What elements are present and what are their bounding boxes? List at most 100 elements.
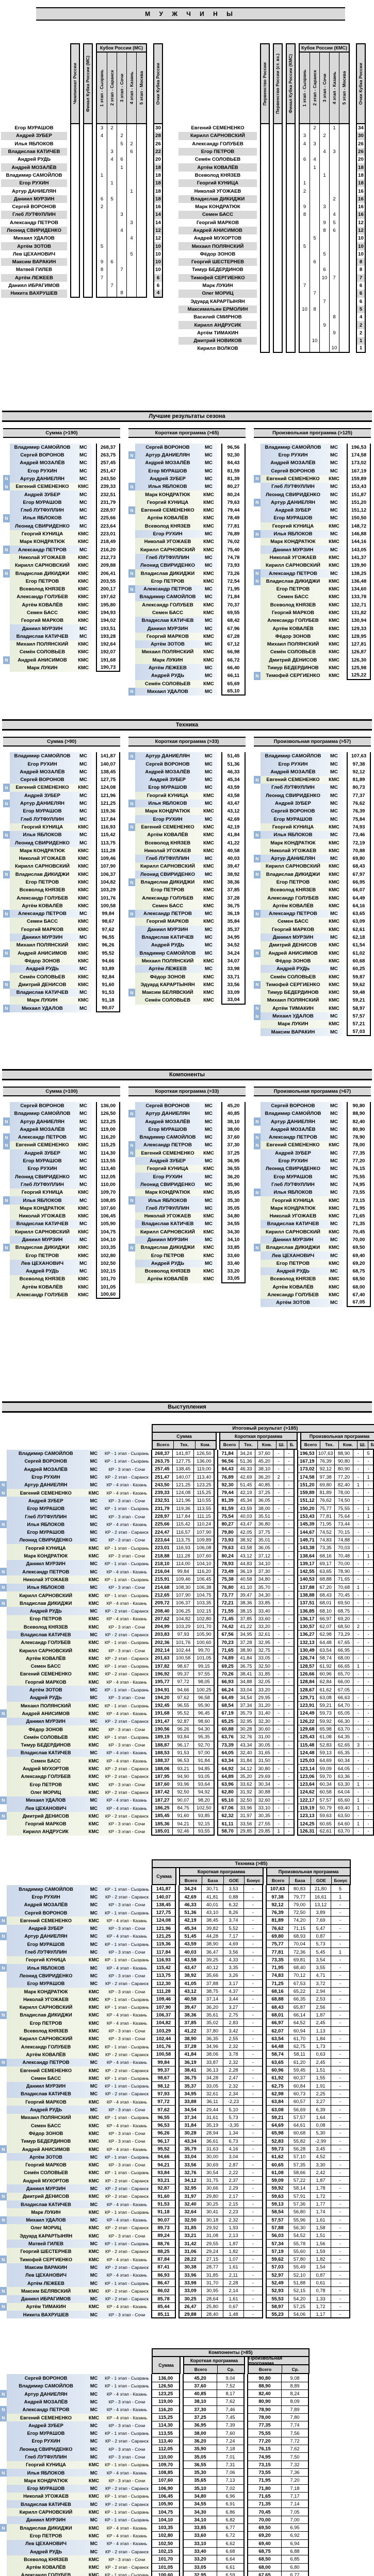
new-skater-badge [0,1741,7,1749]
skater-name: Владимир САМОЙЛОВ [19,1886,73,1892]
value-cell: 145,39 [297,1520,317,1529]
value-cell: - [363,1820,374,1828]
value-cell: 71,45 [217,1615,237,1623]
value-cell: 59,21 [266,2113,288,2122]
stage-place-cell [117,179,126,188]
stage-place-cell: 5 [329,218,339,227]
performance-row: Фёдор ЗОНОВ КМС КР - 3 этап - Сочи 96,26 30,… [0,2129,374,2138]
score-cell: 40,58 [221,846,246,855]
skater-category: МС [330,444,338,450]
skater-name: Марк КОНДРАТЮК [20,848,65,854]
skater-info: Владислав ДИКИДЖИ КМС [261,577,343,585]
value-cell: 60,96 [266,2066,288,2075]
value-cell: 6,59 [217,2571,245,2576]
skater-name: Андрей АНИСИМОВ [22,2146,70,2152]
ranking-row: Георгий КУНИЦА КМС 79,63 [128,498,246,506]
new-skater-badge: N [254,1133,261,1142]
skater-name: Никита ВАХРУШЕВ [23,2312,69,2317]
value-cell: 104,75 [193,1591,215,1600]
skater-name: Артур ДАНИЕЛЯН [145,753,190,759]
performance-row: Тимур БЕДЕРДИНОВ КМС КР - 3 этап - Сочи 188… [0,1741,374,1749]
skater-info: Егор РУХИН МС [135,530,217,538]
skater-info: Егор РУХИН МС [261,1157,343,1165]
ranking-row: Егор ПЕТРОВ КМС 203,55 [3,577,120,585]
value-cell: 63,36 [334,1772,353,1781]
skater-name: Семён СОЛОВЬЕВ [144,681,191,687]
value-cell: 121,25 [172,1481,194,1489]
stage-place-cell [117,124,126,132]
skater-category: МС [205,911,213,917]
value-cell: - [243,1885,263,1893]
skater-name: Николай УГОЖАЕВ [19,856,66,862]
skater-name: Николай УГОЖАЕВ [269,554,317,561]
performance-row: Кирилл САРНОВСКИЙ КМС КР - 3 этап - Сочи 10… [0,2035,374,2043]
value-cell: 71,80 [247,2484,281,2493]
skater-category: КМС [203,919,214,925]
competition-name: КР - 3 этап - Сочи [108,1829,145,1835]
skater-category: КМС [88,2067,100,2073]
competition-name: КР - 3 этап - Сочи [108,1950,145,1955]
skater-info: Кирилл САРНОВСКИЙ КМС [10,862,92,871]
stage-place-cell [300,124,310,132]
score-cell: 63,09 [347,918,371,926]
skater-name: Николай УГОЖАЕВ [19,1213,66,1219]
new-skater-badge: N [254,1012,261,1021]
performance-row: Егор МУРАШОВ МС КР - 2 этап - Саранск 224,4… [0,1528,374,1536]
new-skater-badge [0,1465,7,1473]
score-cell: 113,55 [96,1157,120,1165]
new-skater-badge [0,1909,7,1917]
value-cell: - [243,2011,263,2020]
skater-name: Евгений СЕМЕНЕНКО [266,476,320,482]
value-cell: 110,00 [151,2453,180,2461]
stage-place-cell [339,313,349,321]
new-skater-badge [0,1473,7,1481]
ranking-row: Владимир САМОЙЛОВ МС 196,53 [254,443,371,451]
competition-name: КР - 2 этап - Саранск [105,2225,149,2231]
stage-place-cell: 2 [126,140,136,148]
score-cell: 66,95 [347,878,371,887]
value-cell: 192,45 [151,1702,172,1710]
new-skater-badge [0,1765,7,1772]
value-cell: 251,47 [151,1473,172,1481]
new-skater-badge [0,2177,7,2184]
competition-place-cell [286,274,296,282]
value-cell: - [273,1512,284,1521]
score-cell: 99,84 [96,910,120,918]
new-skater-badge [3,823,10,831]
column-label: Б. [287,1440,298,1450]
ranking-row: Владислав КАТИЧЕВ МС 34,95 [128,933,246,942]
skater-category: МС [90,1514,97,1519]
skater-category: КМС [203,1276,214,1282]
value-cell: 55,96 [288,2216,310,2224]
skater-name: Тимур БЕДЕРДИНОВ [21,2139,71,2144]
score-cell: 91,60 [96,980,120,989]
value-cell: - [284,1623,295,1631]
ranking-row: Андрей МОЗАЛЁВ МС 173,02 [254,459,371,467]
skater-name: Василий СМИРНОВ [193,314,242,320]
stage-places: 10 [299,337,350,345]
score-cell: 167,19 [347,467,371,475]
points-row: Глеб ЛУТФУЛЛИН 3 14 [1,211,163,219]
value-cell: 1,59 [310,2247,331,2256]
value-cell: 106,45 [151,2492,180,2501]
ranking-row: Егор МУРАШОВ МС 43,59 [128,784,246,792]
value-cell: 32,64 [178,2208,201,2216]
new-skater-badge [254,815,261,823]
skater-category: КМС [329,887,339,893]
value-cell: 110,24 [193,1520,215,1529]
stage-places: 8 [299,313,350,321]
competition-place-cell [286,226,296,235]
skater-category: КМС [88,1577,99,1582]
stage-place-cell [310,187,319,195]
value-cell: - [363,1765,374,1773]
value-cell: 33,04 [178,2153,201,2161]
performance-row: Андрей РУДЬ МС КР - 2 этап - Саранск 102,15… [0,2547,374,2556]
skater-name: Семён СОЛОВЬЕВ [24,2170,68,2176]
ranking-row: Артём ЛЕЖЕЕВ МС 33,98 [128,965,246,973]
value-cell: 58,54 [266,2208,288,2216]
value-cell: 1 [363,1512,374,1521]
score-cell: 107,63 [347,752,371,760]
value-cell: 69,50 [334,1599,353,1607]
performance-row: Евгений СЕМЕНЕНКО КМС КР - 2 этап - Саранс… [0,1670,374,1679]
value-cell: 5,52 [223,1924,243,1933]
